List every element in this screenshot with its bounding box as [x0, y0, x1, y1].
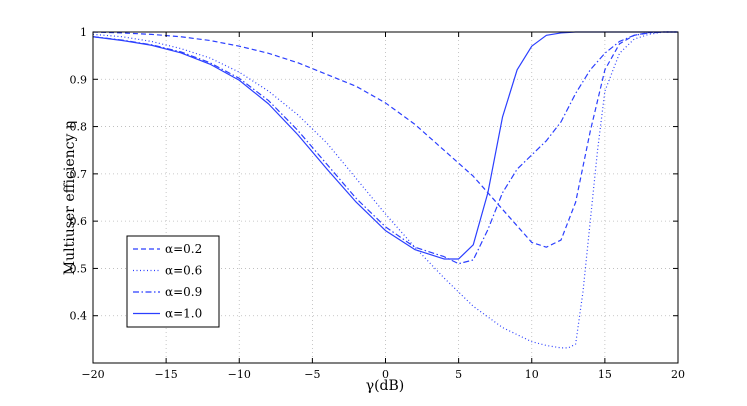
y-tick-label: 0.6	[70, 215, 88, 228]
legend-label-2: α=0.6	[165, 264, 202, 278]
y-tick-labels: 0.4 0.5 0.6 0.7 0.8 0.9 1	[70, 26, 88, 323]
y-tick-label: 1	[80, 26, 87, 39]
series-line-1	[92, 31, 678, 248]
legend-box	[126, 235, 220, 328]
x-tick-label: 5	[455, 368, 462, 381]
x-axis-label: γ(dB)	[366, 378, 405, 394]
y-axis-label: Multiuser efficiency η	[62, 121, 78, 275]
y-tick-label: 0.9	[70, 73, 88, 86]
series-line-3	[92, 31, 678, 265]
y-tick-label: 0.7	[70, 168, 88, 181]
x-tick-labels: −20 −15 −10 −5 0 5 10 15 20	[81, 368, 685, 381]
x-tick-label: −15	[155, 368, 178, 381]
legend: α=0.2 α=0.6 α=0.9 α=1.0	[126, 235, 220, 328]
legend-label-4: α=1.0	[165, 307, 202, 321]
x-tick-label: 10	[525, 368, 539, 381]
legend-label-3: α=0.9	[165, 285, 202, 299]
x-tick-label: −20	[81, 368, 104, 381]
x-tick-label: −10	[228, 368, 251, 381]
x-tick-label: 15	[598, 368, 612, 381]
legend-label-1: α=0.2	[165, 242, 202, 256]
x-tick-label: 20	[671, 368, 685, 381]
x-tick-label: 0	[382, 368, 389, 381]
y-tick-label: 0.4	[70, 310, 88, 323]
x-tick-label: −5	[304, 368, 320, 381]
y-tick-label: 0.8	[70, 121, 88, 134]
y-tick-label: 0.5	[70, 262, 88, 275]
ticks	[92, 31, 679, 363]
grid	[93, 32, 678, 363]
